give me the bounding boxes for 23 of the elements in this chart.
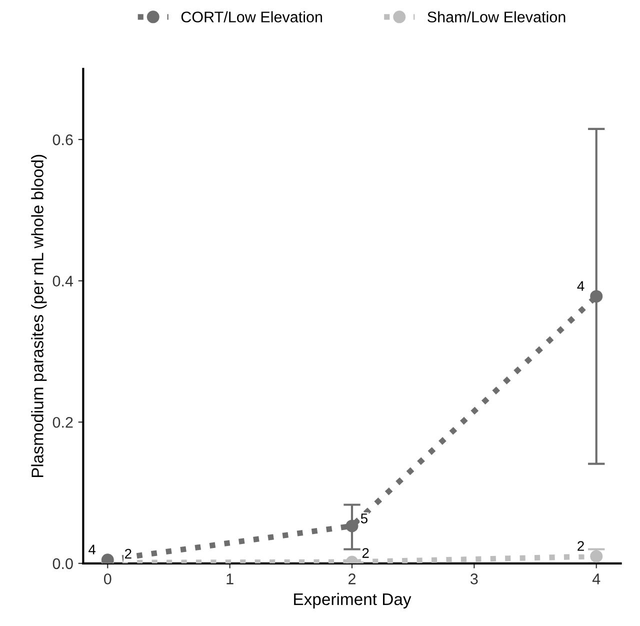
x-tick-label: 3 — [470, 574, 478, 584]
annotation: 4 — [88, 544, 96, 554]
annotation: 2 — [362, 548, 369, 558]
y-axis-title: Plasmodium parasites (per mL whole blood) — [31, 154, 47, 478]
annotation: 4 — [577, 281, 584, 291]
point — [346, 520, 358, 532]
y-tick-label: 0.6 — [52, 134, 73, 146]
legend-label: CORT/Low Elevation — [181, 11, 322, 22]
point — [590, 290, 603, 303]
x-tick-label: 0 — [104, 574, 112, 584]
x-axis-title: Experiment Day — [294, 592, 412, 608]
legend-label: Sham/Low Elevation — [428, 11, 566, 22]
y-tick-label: 0.0 — [52, 558, 73, 570]
x-tick-label: 1 — [226, 574, 234, 584]
y-tick-label: 0.2 — [52, 416, 73, 428]
point — [590, 550, 603, 563]
x-tick-label: 4 — [592, 574, 600, 584]
annotation: 5 — [360, 514, 368, 524]
x-tick-label: 2 — [348, 574, 356, 584]
annotation: 2 — [578, 541, 584, 551]
annotation: 2 — [125, 548, 132, 559]
point — [101, 554, 114, 564]
y-tick-label: 0.4 — [52, 276, 74, 286]
